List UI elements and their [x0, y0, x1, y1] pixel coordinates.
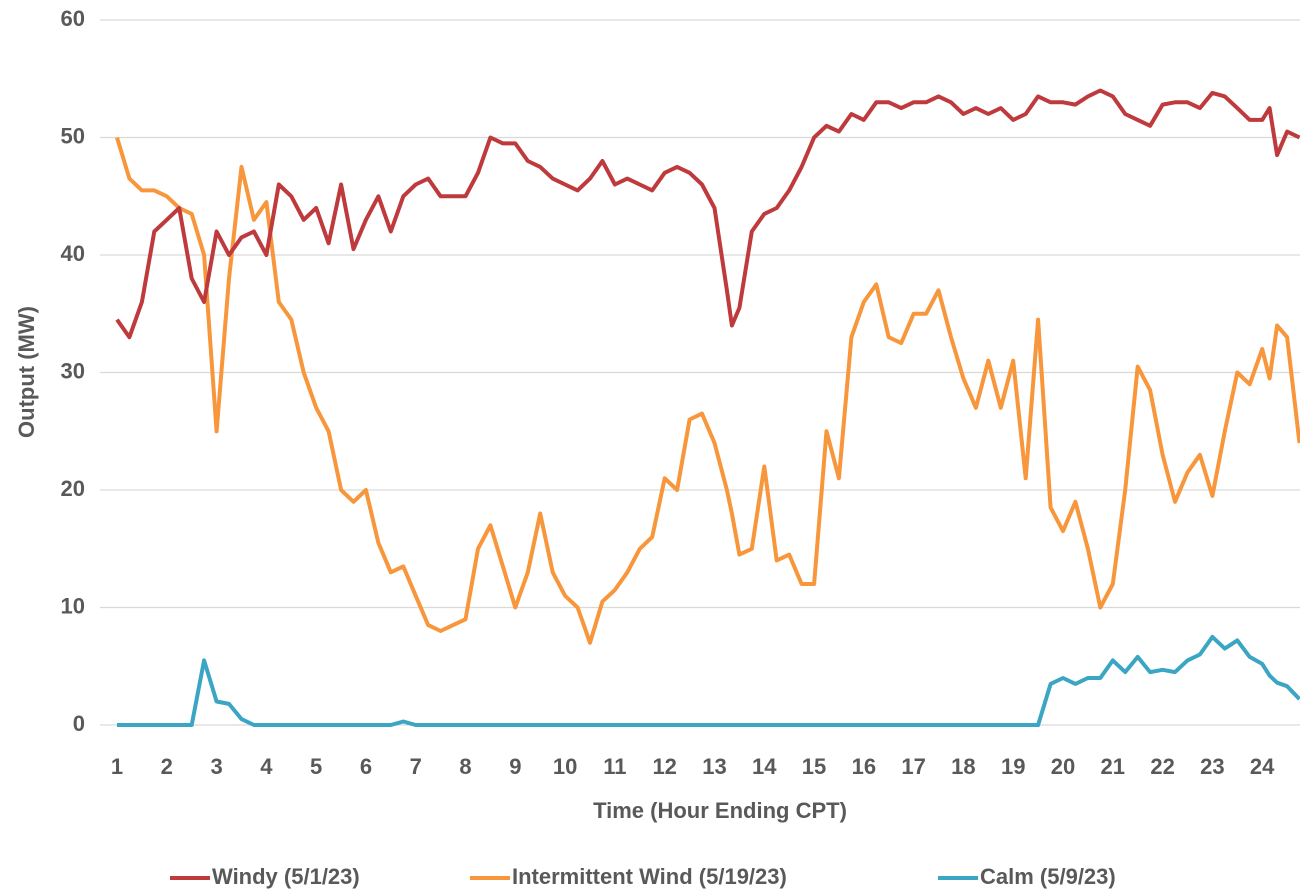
y-tick-label: 40	[61, 241, 85, 266]
y-tick-label: 60	[61, 6, 85, 31]
x-tick-label: 19	[1001, 754, 1025, 779]
x-tick-label: 18	[951, 754, 975, 779]
y-tick-label: 0	[73, 711, 85, 736]
y-tick-label: 30	[61, 358, 85, 383]
x-tick-label: 12	[652, 754, 676, 779]
x-tick-label: 11	[603, 754, 626, 779]
series-line	[115, 136, 1300, 645]
x-tick-label: 23	[1200, 754, 1224, 779]
x-tick-label: 5	[310, 754, 322, 779]
x-tick-label: 24	[1250, 754, 1275, 779]
x-tick-label: 15	[802, 754, 826, 779]
x-tick-label: 13	[702, 754, 726, 779]
x-tick-label: 2	[161, 754, 173, 779]
x-tick-label: 14	[752, 754, 777, 779]
legend-label: Intermittent Wind (5/19/23)	[512, 864, 787, 889]
x-tick-label: 22	[1150, 754, 1174, 779]
series-line	[117, 634, 1300, 727]
y-tick-label: 10	[61, 593, 85, 618]
x-axis-title: Time (Hour Ending CPT)	[593, 798, 847, 823]
x-tick-label: 7	[410, 754, 422, 779]
x-tick-label: 9	[509, 754, 521, 779]
legend-label: Calm (5/9/23)	[980, 864, 1116, 889]
x-tick-label: 10	[553, 754, 577, 779]
x-tick-label: 17	[901, 754, 925, 779]
x-tick-label: 8	[459, 754, 471, 779]
y-axis-title: Output (MW)	[14, 306, 39, 438]
x-tick-label: 3	[210, 754, 222, 779]
x-tick-label: 21	[1101, 754, 1125, 779]
y-tick-label: 20	[61, 476, 85, 501]
x-tick-label: 6	[360, 754, 372, 779]
x-tick-label: 20	[1051, 754, 1075, 779]
y-tick-label: 50	[61, 123, 85, 148]
x-tick-label: 16	[852, 754, 876, 779]
x-tick-label: 1	[111, 754, 123, 779]
x-tick-label: 4	[260, 754, 273, 779]
legend-label: Windy (5/1/23)	[212, 864, 360, 889]
series-line	[115, 88, 1300, 340]
